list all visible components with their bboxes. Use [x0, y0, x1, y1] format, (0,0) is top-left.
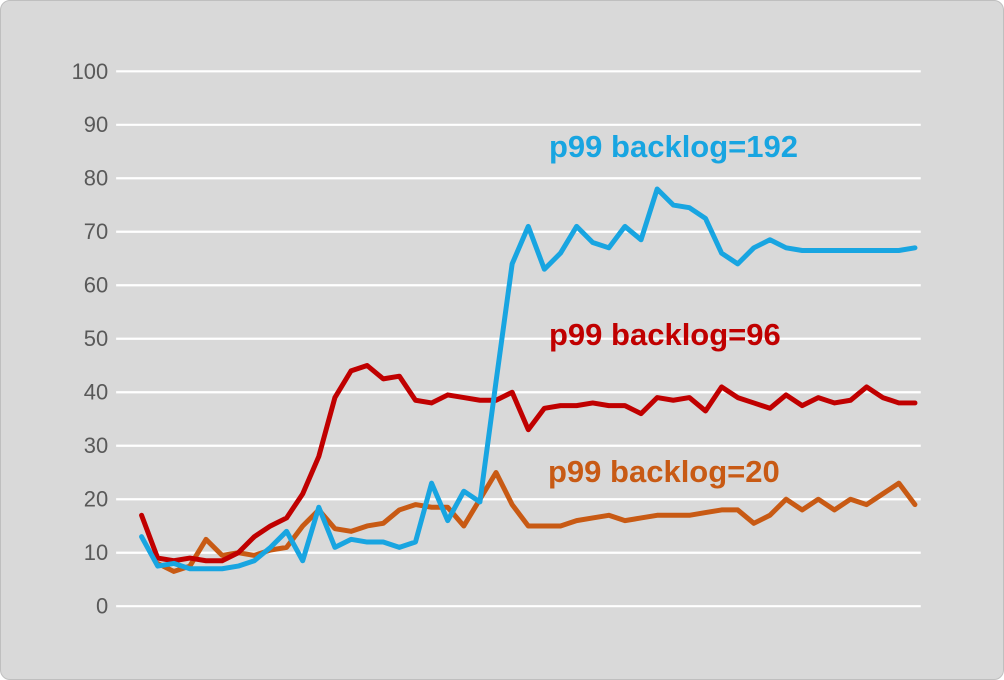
y-tick-label-80: 80 [84, 166, 108, 191]
y-tick-label-20: 20 [84, 487, 108, 512]
series-line-p99-backlog-192 [139, 186, 918, 572]
y-tick-label-40: 40 [84, 380, 108, 405]
y-tick-label-90: 90 [84, 112, 108, 137]
series-line-p99-backlog-96 [139, 363, 918, 564]
series-label-backlog-192: p99 backlog=192 [549, 129, 798, 164]
y-tick-label-30: 30 [84, 433, 108, 458]
y-tick-label-100: 100 [72, 59, 109, 84]
y-tick-label-70: 70 [84, 219, 108, 244]
y-tick-label-60: 60 [84, 273, 108, 298]
y-tick-label-0: 0 [96, 594, 108, 619]
series-line-p99-backlog-20 [155, 469, 918, 574]
y-tick-label-50: 50 [84, 326, 108, 351]
series-label-backlog-20: p99 backlog=20 [548, 454, 780, 489]
series-label-backlog-96: p99 backlog=96 [549, 317, 781, 352]
y-tick-label-10: 10 [84, 540, 108, 565]
